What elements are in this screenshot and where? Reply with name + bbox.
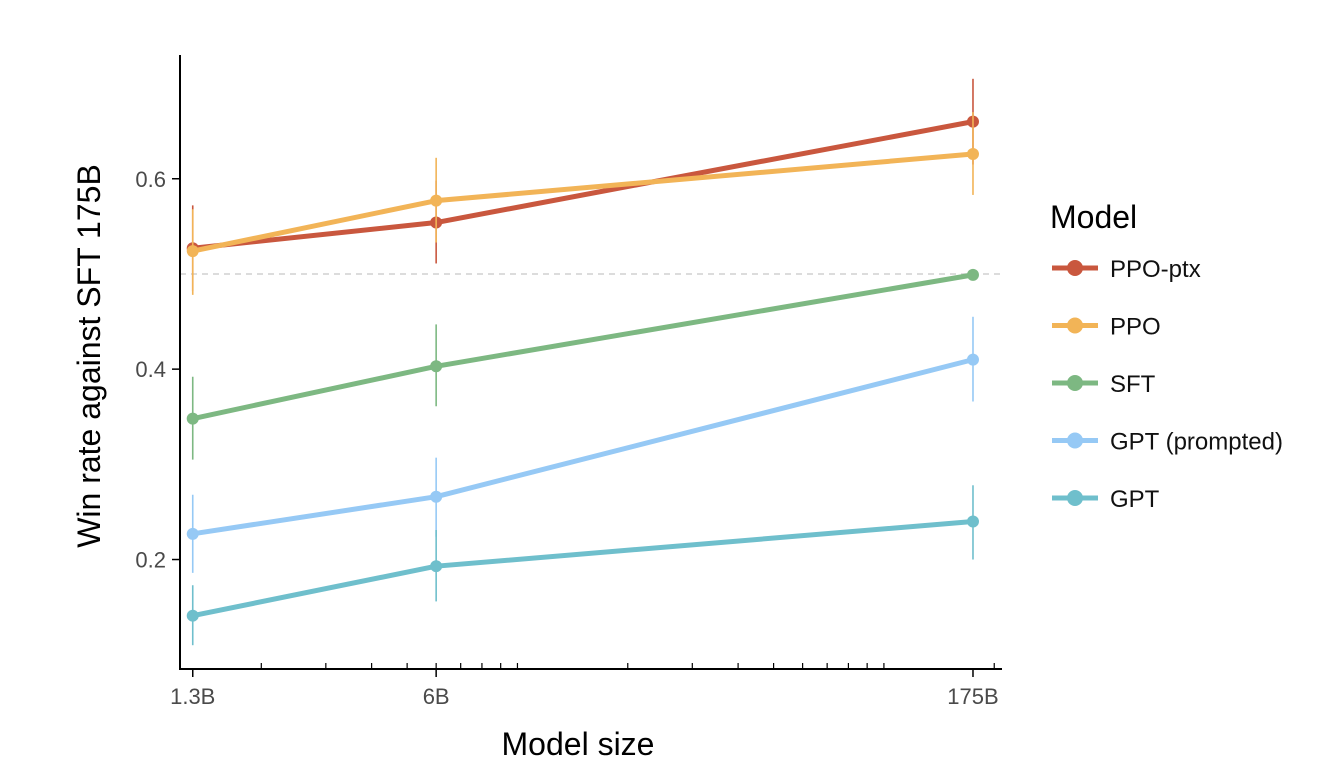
legend-item: PPO xyxy=(1052,314,1161,341)
legend-label: GPT (prompted) xyxy=(1110,429,1283,456)
y-axis-title: Win rate against SFT 175B xyxy=(71,164,107,548)
data-point xyxy=(186,609,199,622)
legend-item: GPT (prompted) xyxy=(1052,429,1283,456)
legend-swatch-point xyxy=(1067,375,1083,391)
data-point xyxy=(430,560,443,573)
legend-item: GPT xyxy=(1052,486,1160,513)
data-point xyxy=(966,268,979,281)
data-point xyxy=(430,360,443,373)
series-sft xyxy=(186,268,979,460)
x-tick-label: 6B xyxy=(423,684,450,709)
series-line xyxy=(190,518,976,619)
data-point xyxy=(186,412,199,425)
series-gpt xyxy=(186,485,979,646)
y-tick-label: 0.6 xyxy=(135,167,166,192)
legend-title: Model xyxy=(1050,199,1137,235)
series-gpt-prompted- xyxy=(186,316,979,573)
data-point xyxy=(430,194,443,207)
data-point xyxy=(430,490,443,503)
legend-swatch-point xyxy=(1067,317,1083,334)
data-point xyxy=(186,527,199,540)
legend-swatch-point xyxy=(1067,260,1083,276)
legend-swatch-point xyxy=(1067,490,1083,506)
legend-item: SFT xyxy=(1052,371,1156,398)
legend-label: PPO xyxy=(1110,314,1161,341)
legend-label: GPT xyxy=(1110,486,1160,513)
y-tick-label: 0.4 xyxy=(135,357,166,382)
series-ppo xyxy=(186,112,979,295)
x-tick-label: 1.3B xyxy=(170,684,215,709)
data-point xyxy=(186,245,199,258)
legend-swatch-point xyxy=(1067,432,1083,449)
series-line xyxy=(190,272,976,422)
legend-label: PPO-ptx xyxy=(1110,256,1201,283)
y-tick-label: 0.2 xyxy=(135,548,166,573)
x-axis-title: Model size xyxy=(502,726,655,762)
series-ppo-ptx xyxy=(186,78,979,292)
data-point xyxy=(966,148,979,161)
legend-item: PPO-ptx xyxy=(1052,256,1201,283)
x-tick-label: 175B xyxy=(947,684,998,709)
data-point xyxy=(966,353,979,366)
legend: Model PPO-ptx PPO SFT GPT (prompted) GPT xyxy=(1050,199,1283,513)
legend-label: SFT xyxy=(1110,371,1156,398)
series-line xyxy=(190,357,976,537)
data-point xyxy=(966,515,979,528)
